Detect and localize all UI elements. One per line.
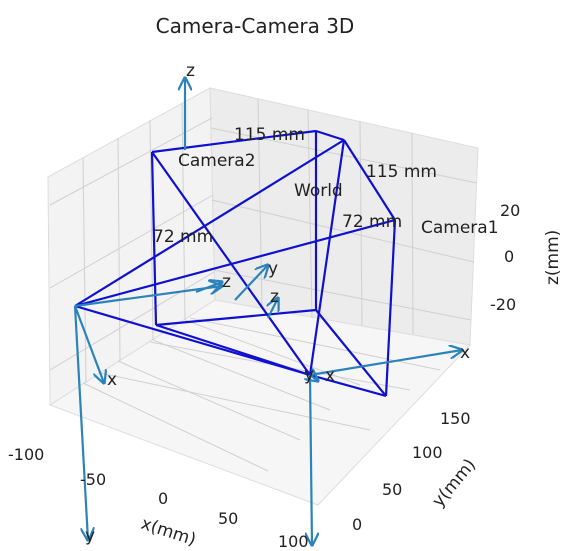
plot-panes (47, 87, 479, 506)
frame-link (151, 151, 311, 376)
axis-arrow (73, 305, 104, 383)
x-tick-label: 0 (158, 489, 168, 508)
frame-label-camera2: Camera2 (178, 151, 256, 171)
grid-line (411, 132, 414, 335)
axis-arrow (310, 374, 312, 545)
grid-line (359, 120, 363, 327)
floor-pane (48, 299, 472, 506)
annotation-72mm-left: 72 mm (153, 227, 213, 247)
frame-link (155, 308, 317, 327)
x-axis-label: x(mm) (138, 514, 198, 550)
camera2-x-label: x (107, 370, 117, 390)
grid-line (117, 360, 301, 441)
grid-line (82, 382, 269, 472)
y-tick-label: 50 (382, 480, 402, 499)
y-tick-label: 150 (440, 409, 471, 428)
frame-link (151, 129, 317, 154)
axis-arrow (310, 375, 318, 381)
z-tick-label: 20 (500, 201, 520, 220)
camera1-x-label: x (460, 343, 470, 363)
x-tick-label: -50 (80, 470, 106, 489)
chart-title: Camera-Camera 3D (156, 14, 355, 38)
world-x-label: x (325, 366, 335, 386)
grid-line (82, 157, 87, 384)
frame-links (74, 129, 397, 398)
frame-link (74, 304, 311, 377)
grid-line (49, 194, 214, 289)
y-tick-label: 0 (352, 515, 362, 534)
grid-line (211, 199, 475, 263)
x-tick-label: 50 (218, 509, 238, 528)
world-z-label: z (222, 272, 231, 292)
frame-link (384, 219, 397, 397)
frame-link (309, 373, 387, 398)
x-tick-label: 100 (278, 532, 309, 551)
annotation-72mm-right: 72 mm (342, 212, 402, 232)
frame-label-world: World (294, 181, 343, 201)
camera2-y-label: y (85, 526, 95, 546)
frame-link (343, 139, 396, 221)
y-axis-label: y(mm) (429, 455, 481, 511)
z-tick-label: -20 (490, 295, 516, 314)
camera1-z-label: z (270, 287, 279, 307)
z-tick-label: 0 (504, 247, 514, 266)
grid-line (210, 127, 478, 184)
camera2-z-label: z (186, 61, 195, 81)
frame-link (74, 139, 345, 307)
world-y-label: y (268, 259, 278, 279)
y-tick-label: 100 (412, 443, 443, 462)
annotation-115mm-top: 115 mm (234, 125, 305, 145)
annotation-115mm-right: 115 mm (366, 162, 437, 182)
camera1-y-label: y (304, 365, 314, 385)
grid-line (307, 109, 313, 318)
axis-arrows (73, 78, 462, 545)
axis-arrow (234, 265, 268, 301)
frame-link (315, 309, 387, 397)
grid-line (117, 137, 121, 362)
frame-link (308, 139, 346, 376)
axis-arrow (74, 286, 222, 308)
frame-link (74, 218, 396, 308)
axis-arrow (268, 298, 278, 319)
axis-arrow (73, 305, 88, 540)
frame-link (315, 129, 345, 142)
grid-line (99, 372, 371, 431)
grid-line (184, 319, 361, 386)
grid-line (152, 339, 331, 411)
frame-label-camera1: Camera1 (421, 218, 499, 238)
z-axis-label: z(mm) (543, 230, 563, 285)
axis-arrow (309, 350, 462, 377)
x-tick-label: -100 (8, 445, 44, 464)
